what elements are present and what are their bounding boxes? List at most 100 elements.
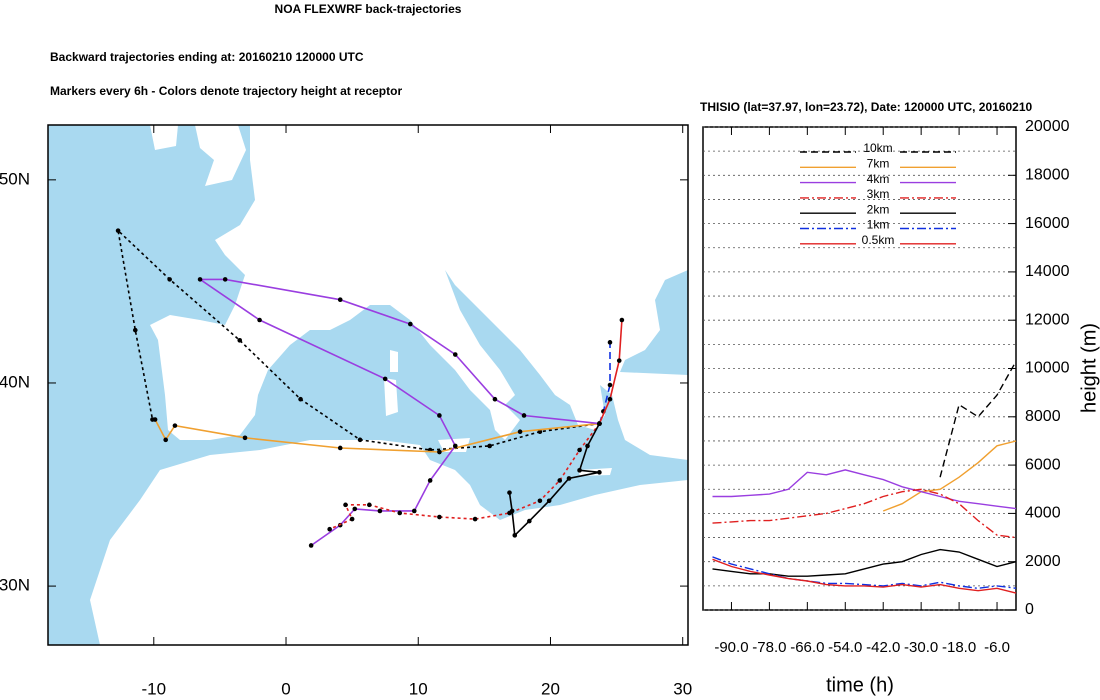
x-tick-label: -66.0 [790, 639, 824, 656]
trajectory [197, 278, 600, 547]
x-tick-label: -54.0 [828, 639, 862, 656]
y-tick-label: 20000 [1025, 118, 1070, 135]
trajectory-marker [377, 508, 383, 514]
trajectory-marker [382, 376, 388, 382]
y-tick-label: 8000 [1025, 408, 1061, 425]
trajectory [598, 319, 623, 424]
trajectory-marker [411, 508, 417, 514]
trajectory [508, 423, 601, 538]
trajectory-marker [437, 449, 442, 455]
y-tick-label: 40N [0, 372, 30, 391]
x-axis-label: time (h) [826, 674, 894, 696]
trajectory-marker [517, 429, 523, 435]
height-line [939, 360, 1017, 478]
trajectory-marker [512, 533, 518, 538]
trajectory-marker [437, 514, 442, 520]
y-tick-label: 14000 [1025, 263, 1070, 280]
trajectory-marker [577, 447, 582, 453]
x-tick-label: 20 [541, 679, 560, 698]
trajectory-marker [343, 502, 348, 508]
trajectory-marker [437, 413, 442, 418]
trajectory-marker [152, 417, 158, 422]
x-tick-label: 30 [673, 679, 692, 698]
trajectory-marker [352, 506, 358, 512]
legend-label: 10km [863, 141, 892, 155]
x-tick-label: 0 [281, 679, 290, 698]
trajectory-marker [537, 498, 543, 504]
y-tick-label: 30N [0, 576, 30, 595]
x-tick-label: -42.0 [866, 639, 900, 656]
height-line [712, 558, 1017, 594]
trajectory-marker [115, 228, 121, 233]
trajectory-marker [619, 317, 625, 323]
x-tick-label: -30.0 [904, 639, 938, 656]
trajectory-marker [546, 498, 552, 504]
trajectory-marker [242, 435, 248, 441]
trajectory-marker [397, 510, 403, 516]
trajectory-marker [237, 338, 243, 343]
trajectory-marker [472, 516, 478, 522]
height-line [712, 469, 1017, 510]
trajectory-marker [607, 340, 613, 345]
trajectories [115, 228, 625, 548]
trajectory-marker [607, 396, 613, 402]
map-frame [47, 124, 689, 646]
trajectory-marker [337, 445, 343, 451]
legend-label: 2km [867, 202, 890, 216]
trajectory-marker [163, 437, 168, 443]
x-tick-label: -6.0 [984, 639, 1010, 656]
trajectory-marker [597, 470, 602, 475]
x-tick-label: -10 [141, 679, 166, 698]
legend-label: 4km [867, 172, 890, 186]
trajectory-marker [408, 321, 413, 327]
trajectory-marker [521, 413, 527, 418]
trajectory-marker [452, 352, 458, 357]
trajectory [154, 419, 600, 453]
legend-label: 0.5km [862, 233, 895, 247]
y-tick-label: 16000 [1025, 215, 1070, 232]
subtitle: Backward trajectories ending at: 2016021… [50, 50, 364, 64]
trajectory-marker [597, 421, 602, 426]
x-tick-label: -78.0 [752, 639, 786, 656]
legend-label: 1km [867, 218, 890, 232]
trajectory-marker [557, 478, 563, 483]
trajectory-marker [566, 476, 572, 481]
trajectory-marker [367, 502, 372, 508]
trajectory-marker [527, 518, 532, 524]
trajectory-marker [167, 277, 172, 282]
trajectory-marker [132, 327, 138, 333]
land [90, 125, 688, 645]
legend-label: 3km [867, 187, 890, 201]
x-tick-label: 10 [409, 679, 428, 698]
y-tick-label: 6000 [1025, 456, 1061, 473]
subtitle: Markers every 6h - Colors denote traject… [50, 84, 402, 98]
trajectory-marker [585, 443, 590, 449]
y-tick-label: 50N [0, 169, 30, 188]
trajectory-marker [607, 382, 613, 388]
panel-title: THISIO (lat=37.97, lon=23.72), Date: 120… [700, 100, 1033, 114]
trajectory-marker [308, 543, 314, 548]
trajectory-marker [172, 423, 178, 428]
legend-label: 7km [867, 156, 890, 170]
main-title: NOA FLEXWRF back-trajectories [275, 2, 462, 16]
trajectory-marker [616, 358, 622, 363]
trajectory-marker [492, 396, 498, 402]
trajectory-marker [327, 526, 332, 532]
height-line [712, 556, 1017, 590]
y-tick-label: 12000 [1025, 311, 1070, 328]
trajectory-marker [349, 516, 355, 522]
height-line [882, 440, 1017, 512]
x-tick-label: -18.0 [942, 639, 976, 656]
trajectory-marker [577, 468, 582, 473]
trajectory-marker [298, 396, 303, 402]
y-tick-label: 18000 [1025, 167, 1070, 184]
trajectory-marker [507, 490, 512, 495]
trajectory-marker [222, 277, 228, 282]
trajectory-marker [257, 317, 262, 323]
trajectory-marker [487, 443, 492, 449]
y-tick-label: 0 [1025, 601, 1034, 618]
trajectory-marker [427, 478, 433, 483]
x-tick-label: -90.0 [714, 639, 748, 656]
y-axis-label: height (m) [1078, 323, 1100, 413]
